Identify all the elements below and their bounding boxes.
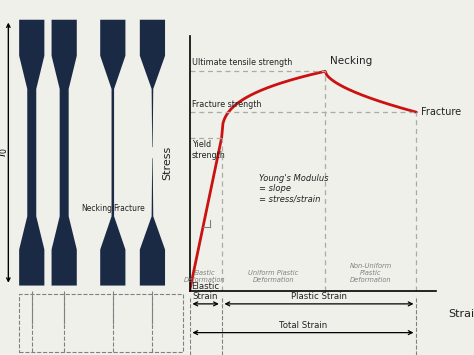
Text: Uniform Plastic
Deformation: Uniform Plastic Deformation	[248, 271, 299, 283]
Text: Total Strain: Total Strain	[279, 321, 327, 330]
Text: Fracture: Fracture	[421, 107, 461, 117]
Text: Necking: Necking	[81, 203, 112, 213]
Text: Elastic
Deformation: Elastic Deformation	[184, 271, 226, 283]
Polygon shape	[140, 158, 165, 285]
Polygon shape	[52, 20, 77, 285]
Text: Fracture strength: Fracture strength	[192, 100, 262, 109]
Text: Elastic
Strain: Elastic Strain	[191, 282, 219, 301]
Text: Strain: Strain	[448, 309, 474, 319]
Text: $l_0$: $l_0$	[0, 148, 10, 157]
Text: Yield
strength: Yield strength	[192, 140, 226, 160]
Polygon shape	[19, 20, 45, 285]
Text: Stress: Stress	[163, 146, 173, 180]
Text: Young's Modulus
= slope
= stress/strain: Young's Modulus = slope = stress/strain	[259, 174, 328, 204]
Text: Fracture: Fracture	[114, 203, 146, 213]
Polygon shape	[140, 20, 165, 147]
Polygon shape	[100, 20, 126, 285]
Text: Necking: Necking	[330, 56, 373, 66]
Text: Non-Uniform
Plastic
Deformation: Non-Uniform Plastic Deformation	[350, 263, 392, 283]
Text: Plastic Strain: Plastic Strain	[291, 292, 347, 301]
Text: Ultimate tensile strength: Ultimate tensile strength	[192, 59, 292, 67]
